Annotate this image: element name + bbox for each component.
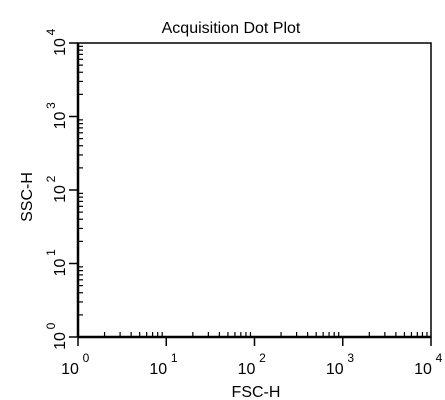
y-tick-exponent: 3	[44, 102, 58, 109]
y-tick-exponent: 1	[44, 249, 58, 256]
x-tick-exponent: 3	[347, 351, 354, 365]
y-tick-exponent: 0	[44, 322, 58, 329]
x-tick-label: 10	[326, 361, 344, 378]
y-tick-label: 103	[44, 102, 69, 130]
plot-frame	[77, 42, 432, 338]
x-tick-exponent: 4	[436, 351, 443, 365]
y-tick-base: 10	[52, 185, 69, 203]
y-tick-base: 10	[52, 332, 69, 350]
y-tick-base: 10	[52, 259, 69, 277]
y-tick-base: 10	[52, 112, 69, 130]
y-major-ticks	[69, 42, 78, 338]
x-axis-label: FSC-H	[232, 384, 281, 400]
y-axis-label: SSC-H	[19, 172, 36, 222]
x-tick-exponent: 2	[259, 351, 266, 365]
y-tick-exponent: 2	[44, 175, 58, 182]
y-tick-label: 100	[44, 322, 69, 350]
x-major-ticks	[77, 337, 432, 346]
x-tick-label: 10	[149, 361, 167, 378]
x-tick-label: 10	[61, 361, 79, 378]
y-tick-base: 10	[52, 38, 69, 56]
y-tick-label: 104	[44, 28, 69, 56]
chart-title: Acquisition Dot Plot	[162, 20, 301, 37]
x-tick-exponent: 0	[83, 351, 90, 365]
x-tick-exponent: 1	[171, 351, 178, 365]
x-tick-label: 10	[238, 361, 256, 378]
y-tick-label: 101	[44, 249, 69, 277]
y-minor-ticks	[78, 45, 83, 316]
x-tick-label: 10	[414, 361, 432, 378]
x-minor-ticks	[103, 332, 428, 337]
y-tick-exponent: 4	[44, 28, 58, 35]
y-tick-label: 102	[44, 175, 69, 203]
